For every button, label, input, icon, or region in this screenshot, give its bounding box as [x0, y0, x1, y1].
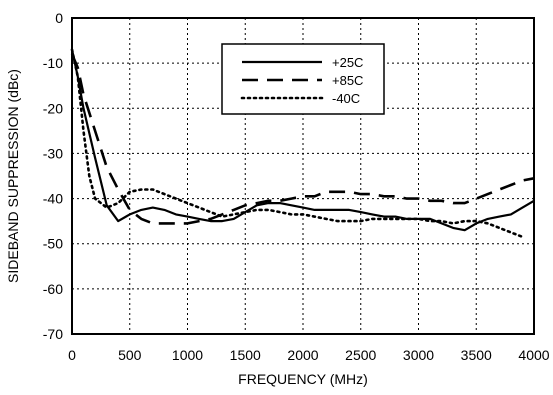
y-tick-label: -50: [43, 236, 63, 252]
x-tick-label: 2500: [345, 347, 376, 363]
grid-lines: [72, 18, 534, 334]
legend: +25C +85C -40C: [221, 43, 385, 115]
y-tick-label: -10: [43, 55, 63, 71]
legend-label: -40C: [332, 91, 360, 106]
data-series: [70, 48, 535, 239]
y-tick-label: -40: [43, 191, 63, 207]
y-tick-label: -30: [43, 145, 63, 161]
x-tick-label: 500: [118, 347, 142, 363]
y-axis-label: SIDEBAND SUPPRESSION (dBc): [5, 69, 21, 283]
series-line-40c: [70, 48, 524, 239]
legend-label: +85C: [332, 73, 363, 88]
axis-tick-labels: 0 -10 -20 -30 -40 -50 -60 -70 0 500 1000 1500 2000 25…: [43, 10, 550, 363]
x-tick-label: 2000: [287, 347, 318, 363]
x-axis-label: FREQUENCY (MHz): [238, 371, 368, 387]
y-tick-label: -60: [43, 281, 63, 297]
x-tick-label: 3000: [403, 347, 434, 363]
x-tick-label: 4000: [518, 347, 549, 363]
x-tick-label: 1500: [230, 347, 261, 363]
y-tick-label: -20: [43, 100, 63, 116]
legend-items: +25C +85C -40C: [240, 55, 363, 106]
series-line-25c: [70, 49, 535, 232]
x-tick-label: 3500: [461, 347, 492, 363]
x-tick-label: 0: [68, 347, 76, 363]
legend-label: +25C: [332, 55, 363, 70]
series-line-85c: [70, 53, 535, 225]
plot-area-frame: [71, 17, 535, 335]
x-tick-label: 1000: [172, 347, 203, 363]
y-tick-label: -70: [43, 326, 63, 342]
y-tick-label: 0: [55, 10, 63, 26]
